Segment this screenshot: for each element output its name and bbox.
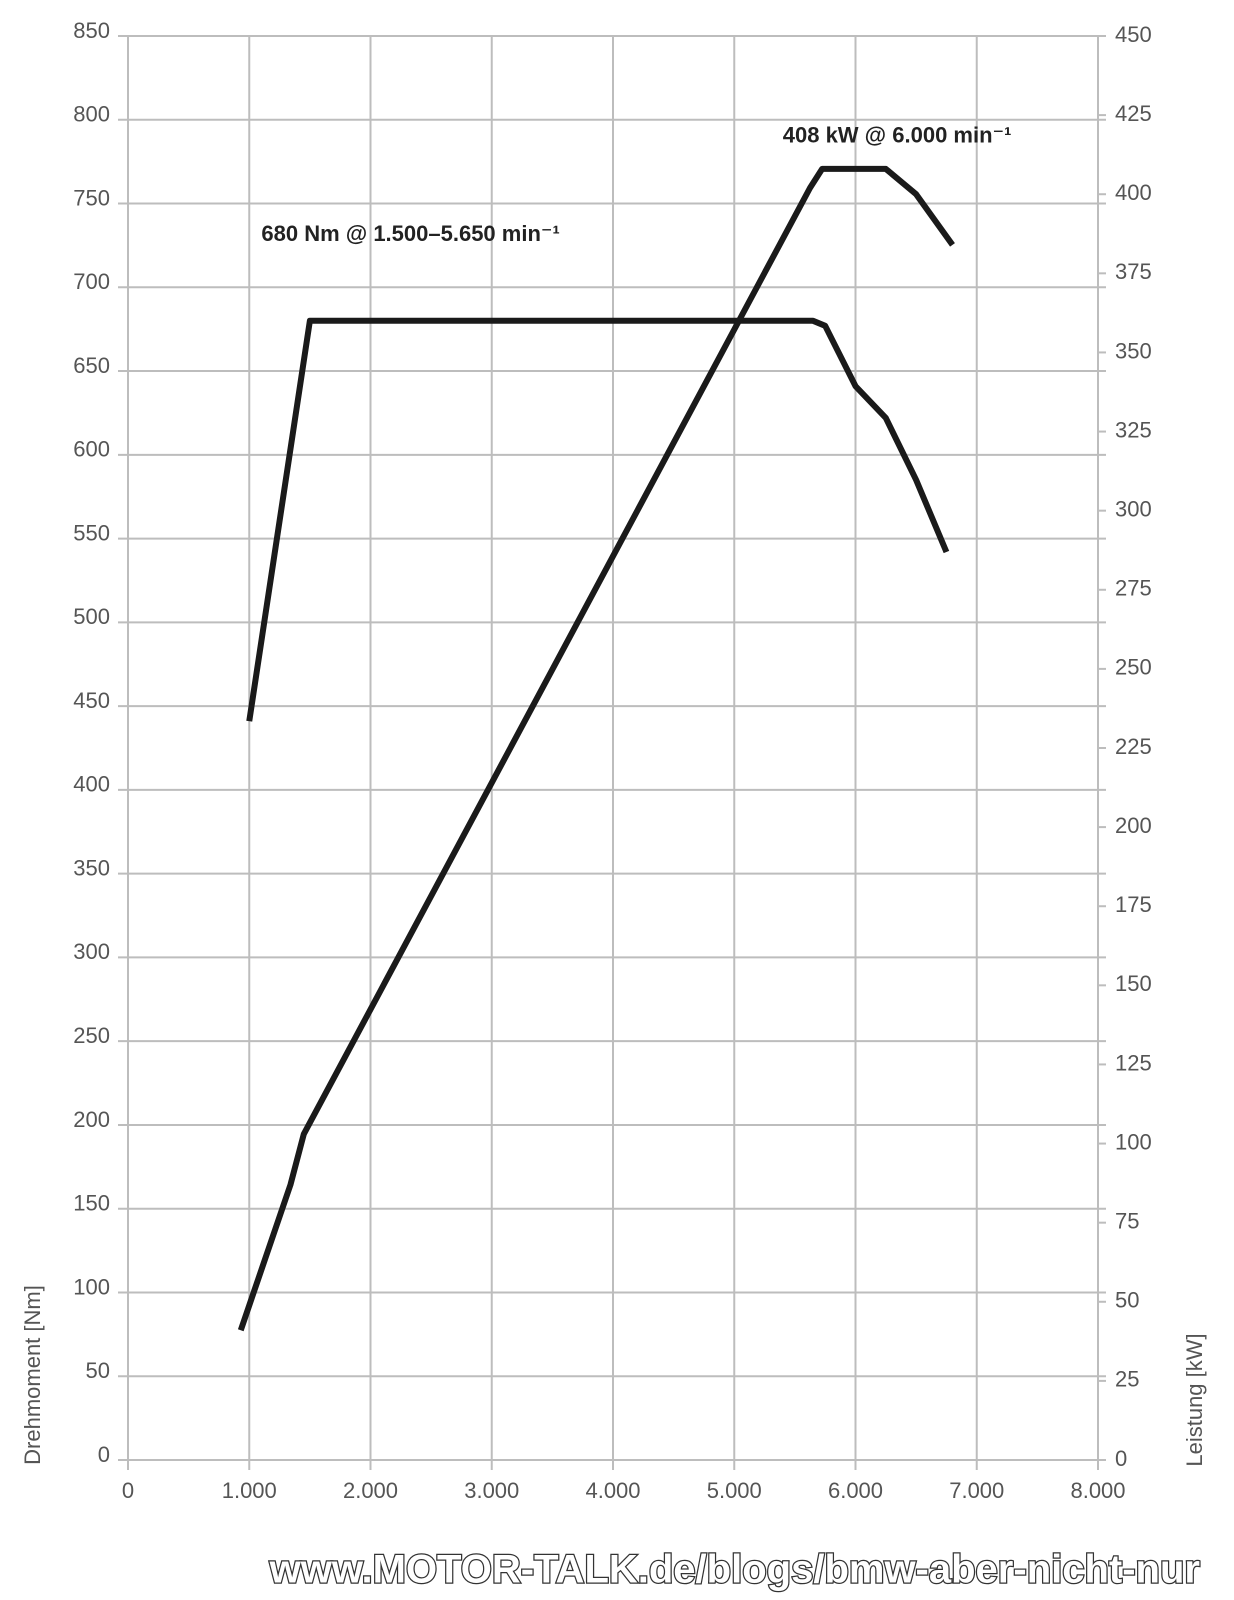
y-tick-label: 150 <box>73 1191 110 1216</box>
annotation: 680 Nm @ 1.500–5.650 min⁻¹ <box>261 221 559 246</box>
y2-tick-label: 250 <box>1115 655 1152 680</box>
y-tick-label: 400 <box>73 772 110 797</box>
y2-tick-label: 125 <box>1115 1050 1152 1075</box>
y-tick-label: 300 <box>73 939 110 964</box>
watermark: www.MOTOR-TALK.de/blogs/bmw-aber-nicht-n… <box>269 1548 1200 1592</box>
y-tick-label: 650 <box>73 353 110 378</box>
y2-tick-label: 50 <box>1115 1288 1139 1313</box>
y2-tick-label: 0 <box>1115 1446 1127 1471</box>
x-tick-label: 2.000 <box>343 1478 398 1503</box>
y2-tick-label: 450 <box>1115 22 1152 47</box>
y2-tick-label: 325 <box>1115 417 1152 442</box>
y2-tick-label: 100 <box>1115 1129 1152 1154</box>
series-line <box>246 317 950 722</box>
y2-tick-label: 150 <box>1115 971 1152 996</box>
series-line <box>237 165 955 1332</box>
y-tick-label: 850 <box>73 18 110 43</box>
y-tick-label: 750 <box>73 185 110 210</box>
y-tick-label: 50 <box>86 1358 110 1383</box>
y-tick-label: 200 <box>73 1107 110 1132</box>
y2-tick-label: 275 <box>1115 576 1152 601</box>
y2-tick-label: 225 <box>1115 734 1152 759</box>
x-tick-label: 6.000 <box>828 1478 883 1503</box>
x-tick-label: 3.000 <box>464 1478 519 1503</box>
x-tick-label: 4.000 <box>585 1478 640 1503</box>
annotation: 408 kW @ 6.000 min⁻¹ <box>783 123 1012 148</box>
x-tick-label: 7.000 <box>949 1478 1004 1503</box>
y2-tick-label: 175 <box>1115 892 1152 917</box>
y2-tick-label: 200 <box>1115 813 1152 838</box>
x-tick-label: 8.000 <box>1070 1478 1125 1503</box>
y2-axis-label: Leistung [kW] <box>1182 1333 1207 1466</box>
y2-tick-label: 375 <box>1115 259 1152 284</box>
y2-tick-label: 75 <box>1115 1208 1139 1233</box>
y-tick-label: 800 <box>73 102 110 127</box>
y-tick-label: 700 <box>73 269 110 294</box>
x-tick-label: 1.000 <box>222 1478 277 1503</box>
y-tick-label: 600 <box>73 437 110 462</box>
y2-tick-label: 425 <box>1115 101 1152 126</box>
y-tick-label: 0 <box>98 1442 110 1467</box>
y-tick-label: 100 <box>73 1274 110 1299</box>
y-tick-label: 250 <box>73 1023 110 1048</box>
x-tick-label: 5.000 <box>707 1478 762 1503</box>
x-tick-label: 0 <box>122 1478 134 1503</box>
y2-tick-label: 350 <box>1115 338 1152 363</box>
y2-tick-label: 300 <box>1115 496 1152 521</box>
y-axis-label: Drehmoment [Nm] <box>20 1285 45 1465</box>
y-tick-label: 350 <box>73 855 110 880</box>
y2-tick-label: 400 <box>1115 180 1152 205</box>
y-tick-label: 450 <box>73 688 110 713</box>
y-tick-label: 500 <box>73 604 110 629</box>
y-tick-label: 550 <box>73 520 110 545</box>
y2-tick-label: 25 <box>1115 1367 1139 1392</box>
